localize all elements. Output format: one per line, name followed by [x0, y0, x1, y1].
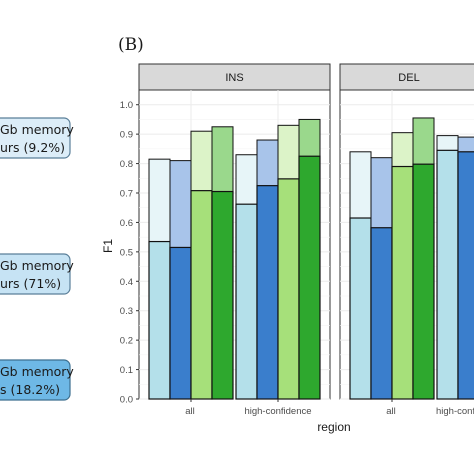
y-tick-label: 0.8: [120, 159, 133, 170]
y-tick-label: 0.6: [120, 218, 133, 229]
facet-strip-ins: [138, 63, 331, 91]
x-axis-title: region: [317, 420, 350, 434]
y-tick-label: 0.1: [120, 365, 133, 376]
y-tick-label: 0.7: [120, 189, 133, 200]
callout-box: [0, 359, 71, 401]
facet-panel-ins: [138, 89, 331, 402]
facet-strip-label: DEL: [398, 72, 419, 84]
callout-line: Gb memory: [0, 364, 74, 379]
x-tick-label: high-confidence: [244, 406, 311, 417]
y-tick-label: 1.0: [120, 100, 133, 111]
x-tick-label: high-confidence: [436, 406, 474, 417]
callout-line: urs (71%): [0, 276, 61, 291]
bar-inner-del-all-1: [370, 227, 393, 400]
y-tick-label: 0.4: [120, 277, 133, 288]
callout-line: urs (9.2%): [0, 140, 65, 155]
callout-1: Gb memory urs (9.2%): [0, 117, 74, 159]
panel-label: (B): [118, 35, 144, 55]
callout-line: Gb memory: [0, 122, 74, 137]
bar-inner-ins-high-confidence-1: [256, 185, 279, 400]
bar-inner-ins-high-confidence-3: [298, 155, 321, 400]
bar-inner-ins-all-1: [169, 246, 192, 400]
callout-box: [0, 117, 71, 159]
callout-2: Gb memory urs (71%): [0, 253, 74, 295]
facet-strip-del: [339, 63, 474, 91]
facet-panel-del: [339, 89, 474, 402]
bar-inner-ins-high-confidence-2: [277, 178, 300, 400]
callout-3: Gb memory s (18.2%): [0, 359, 74, 401]
callout-box: [0, 253, 71, 295]
y-tick-label: 0.9: [120, 130, 133, 141]
bar-inner-del-high-confidence-1: [457, 151, 474, 400]
bar-inner-ins-all-3: [211, 190, 234, 400]
y-tick-label: 0.2: [120, 336, 133, 347]
bar-inner-ins-all-0: [148, 240, 171, 400]
bar-inner-del-high-confidence-0: [436, 149, 459, 400]
callout-line: Gb memory: [0, 258, 74, 273]
x-tick-label: all: [386, 406, 396, 417]
facet-strip-label: INS: [225, 72, 243, 84]
y-axis: 0.0 0.1 0.2 0.3 0.4 0.5 0.6 0.7 0.8 0.9 1.0: [120, 100, 139, 406]
bar-inner-ins-high-confidence-0: [235, 203, 258, 400]
y-axis-title: F1: [101, 239, 115, 253]
y-tick-label: 0.5: [120, 247, 133, 258]
x-tick-label: all: [185, 406, 195, 417]
bar-inner-ins-all-2: [190, 190, 213, 400]
y-tick-label: 0.0: [120, 395, 133, 406]
callout-line: s (18.2%): [0, 382, 60, 397]
y-tick-label: 0.3: [120, 306, 133, 317]
bar-inner-del-all-0: [349, 217, 372, 400]
bar-inner-del-all-2: [391, 165, 414, 400]
bar-inner-del-all-3: [412, 163, 435, 400]
